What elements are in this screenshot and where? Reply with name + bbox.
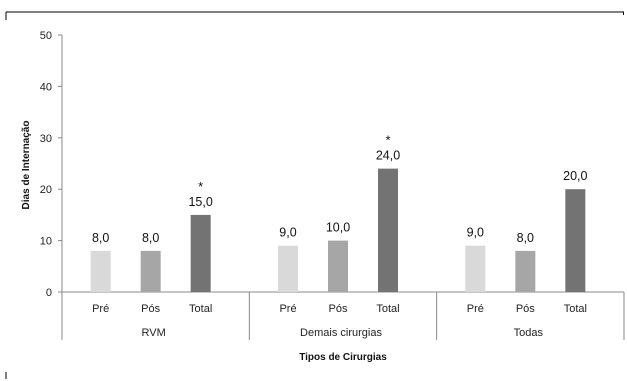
y-tick-label: 50 (40, 30, 52, 42)
bar (140, 250, 161, 292)
significance-marker: * (198, 179, 203, 194)
data-label: 10,0 (326, 221, 350, 235)
y-tick-label: 10 (40, 236, 52, 248)
data-label: 8,0 (517, 231, 534, 245)
category-label: Pré (279, 303, 296, 315)
category-label: Pré (467, 303, 484, 315)
y-tick-label: 30 (40, 133, 52, 145)
y-tick-label: 40 (40, 81, 52, 93)
bar (90, 250, 111, 292)
data-label: 9,0 (279, 226, 296, 240)
category-label: Total (189, 303, 212, 315)
group-label: Demais cirurgias (300, 327, 382, 339)
group-label: RVM (142, 327, 166, 339)
category-label: Pós (329, 303, 348, 315)
category-label: Pós (516, 303, 535, 315)
bars (90, 168, 586, 292)
group-label: Todas (514, 327, 544, 339)
bar (190, 214, 211, 292)
bar (515, 250, 536, 292)
axes: 0 10 20 30 40 50 (40, 30, 625, 340)
y-tick-label: 0 (46, 287, 52, 299)
category-label: Total (564, 303, 587, 315)
category-label: Total (376, 303, 399, 315)
y-tick-label: 20 (40, 184, 52, 196)
significance-marker: * (385, 133, 390, 148)
bar (465, 245, 486, 292)
data-label: 9,0 (467, 226, 484, 240)
data-label: 15,0 (188, 195, 212, 209)
data-label: 8,0 (142, 231, 159, 245)
data-label: 24,0 (376, 149, 400, 163)
y-axis-title: Dias de Internação (21, 121, 32, 210)
category-label: Pós (141, 303, 160, 315)
bar (565, 189, 586, 292)
data-label: 20,0 (563, 169, 587, 183)
data-label: 8,0 (92, 231, 109, 245)
category-label: Pré (92, 303, 109, 315)
bar (328, 240, 348, 292)
bar (378, 168, 398, 292)
x-axis-title: Tipos de Cirurgias (299, 352, 387, 363)
bar (278, 245, 298, 292)
